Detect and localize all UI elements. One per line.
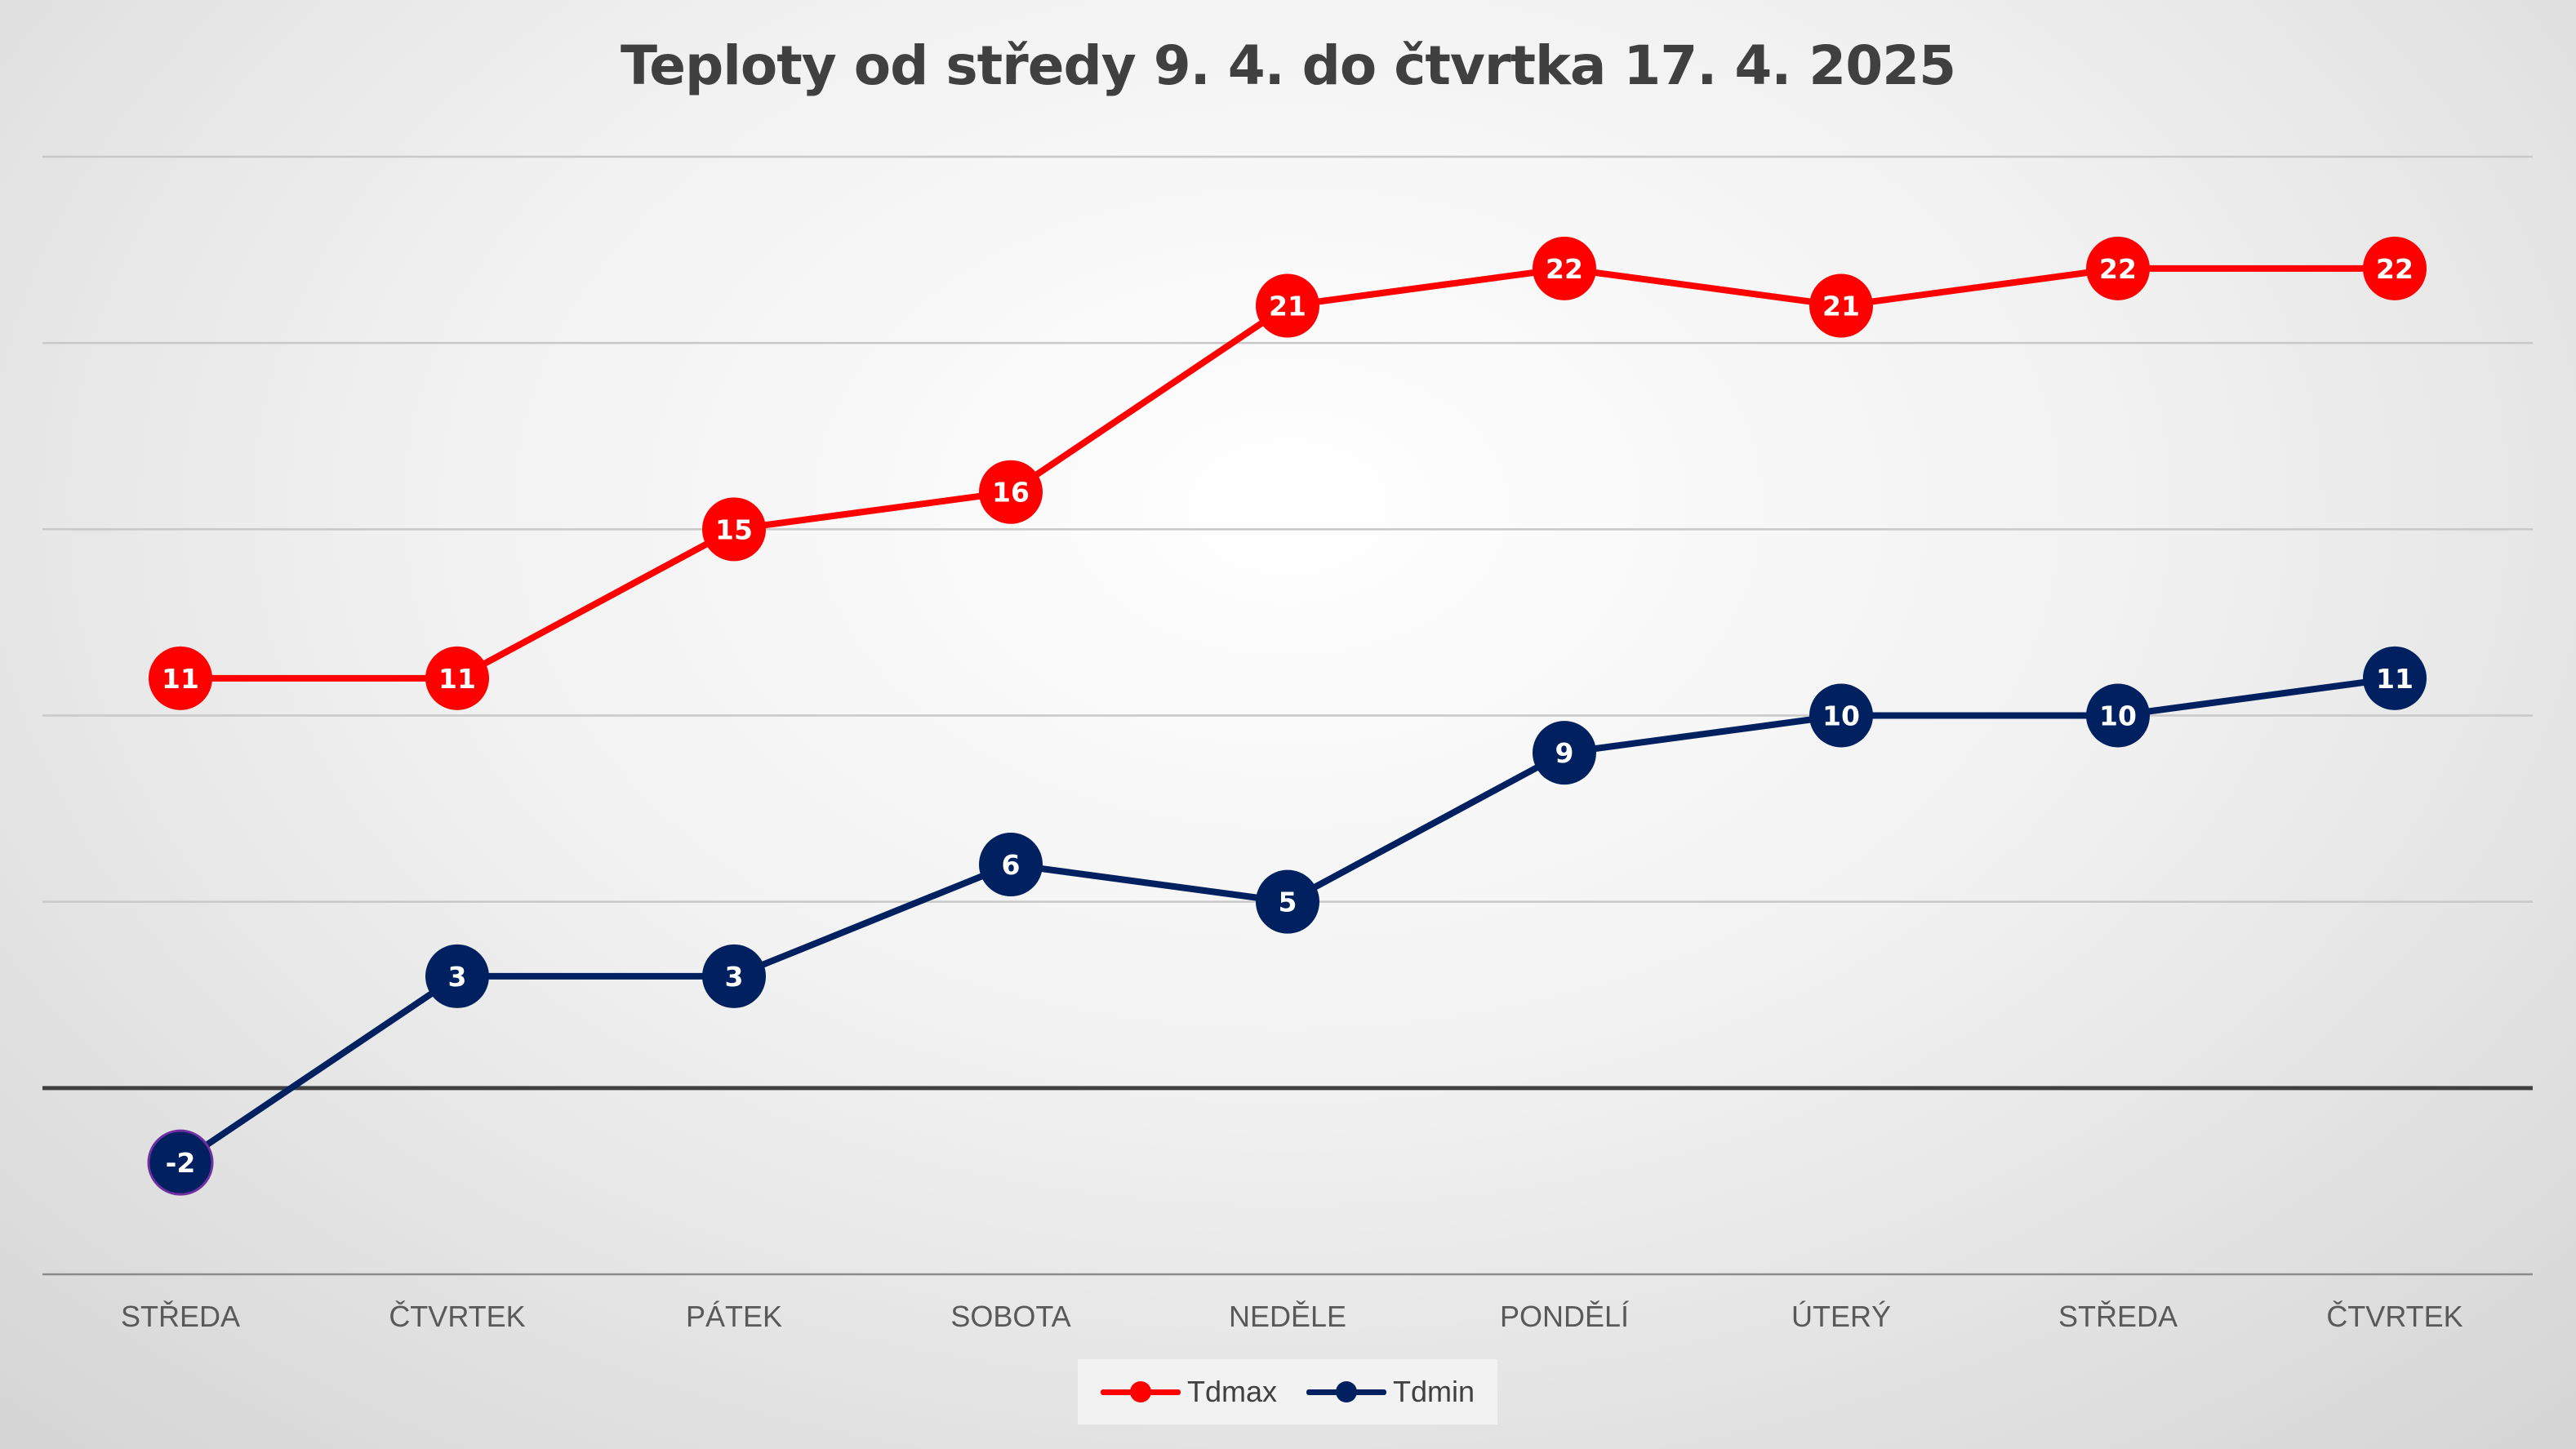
- legend-marker-tdmin: [1336, 1381, 1357, 1402]
- legend-entry-tdmin: Tdmin: [1306, 1375, 1475, 1409]
- legend-swatch-tdmin: [1306, 1381, 1386, 1402]
- data-point-tdmin: [2086, 683, 2150, 748]
- x-tick-label: NEDĚLE: [1229, 1300, 1346, 1333]
- data-point-tdmin: [1809, 683, 1873, 748]
- data-label-tdmax: 22: [1546, 253, 1583, 285]
- data-point-tdmin: [1256, 869, 1319, 934]
- data-point-tdmax: [1256, 273, 1319, 338]
- data-point-tdmin: [702, 944, 766, 1008]
- data-label-tdmin: 6: [1002, 849, 1021, 881]
- data-point-tdmin: [425, 944, 489, 1008]
- legend-label-tdmin: Tdmin: [1393, 1375, 1475, 1408]
- data-label-tdmin: 10: [1822, 700, 1860, 732]
- data-point-tdmax: [149, 646, 212, 710]
- data-point-tdmin: [979, 833, 1043, 897]
- data-label-tdmax: 22: [2099, 253, 2137, 285]
- data-label-tdmax: 16: [992, 477, 1030, 509]
- x-tick-label: ÚTERÝ: [1791, 1300, 1891, 1333]
- data-label-tdmin: 5: [1279, 887, 1297, 918]
- data-point-tdmax: [702, 497, 766, 562]
- data-label-tdmax: 11: [438, 663, 476, 695]
- data-label-tdmin: 10: [2099, 700, 2137, 732]
- data-label-tdmin: 3: [448, 961, 467, 993]
- legend-swatch-tdmax: [1100, 1381, 1181, 1402]
- chart-title: Teploty od středy 9. 4. do čtvrtka 17. 4…: [620, 34, 1956, 97]
- legend-marker-tdmax: [1129, 1381, 1151, 1402]
- data-point-tdmin: [147, 1129, 214, 1196]
- data-point-tdmin: [1533, 721, 1596, 785]
- x-tick-label: SOBOTA: [950, 1300, 1070, 1333]
- data-label-tdmax: 22: [2376, 253, 2414, 285]
- legend-label-tdmax: Tdmax: [1186, 1375, 1277, 1408]
- data-label-tdmin: 9: [1555, 737, 1574, 769]
- legend-entry-tdmax: Tdmax: [1100, 1375, 1277, 1409]
- legend: Tdmax Tdmin: [1078, 1359, 1497, 1425]
- data-point-tdmax: [2086, 236, 2150, 300]
- data-label-tdmax: 21: [1822, 291, 1860, 322]
- data-point-tdmax: [425, 646, 489, 710]
- x-tick-label: PONDĚLÍ: [1500, 1300, 1629, 1333]
- data-label-tdmin: -2: [166, 1147, 196, 1179]
- data-label-tdmin: 11: [2376, 663, 2414, 695]
- data-point-tdmax: [979, 460, 1043, 524]
- data-label-tdmax: 21: [1269, 291, 1306, 322]
- data-point-tdmax: [2363, 236, 2427, 300]
- x-tick-label: STŘEDA: [121, 1300, 240, 1333]
- x-tick-label: ČTVRTEK: [389, 1300, 525, 1333]
- data-label-tdmax: 11: [162, 663, 199, 695]
- x-tick-label: ČTVRTEK: [2326, 1300, 2463, 1333]
- data-point-tdmax: [1533, 236, 1596, 300]
- data-point-tdmax: [1809, 273, 1873, 338]
- data-label-tdmin: 3: [725, 961, 744, 993]
- data-point-tdmin: [2363, 646, 2427, 710]
- x-tick-label: STŘEDA: [2058, 1300, 2178, 1333]
- x-tick-label: PÁTEK: [686, 1300, 782, 1333]
- data-label-tdmax: 15: [715, 513, 753, 545]
